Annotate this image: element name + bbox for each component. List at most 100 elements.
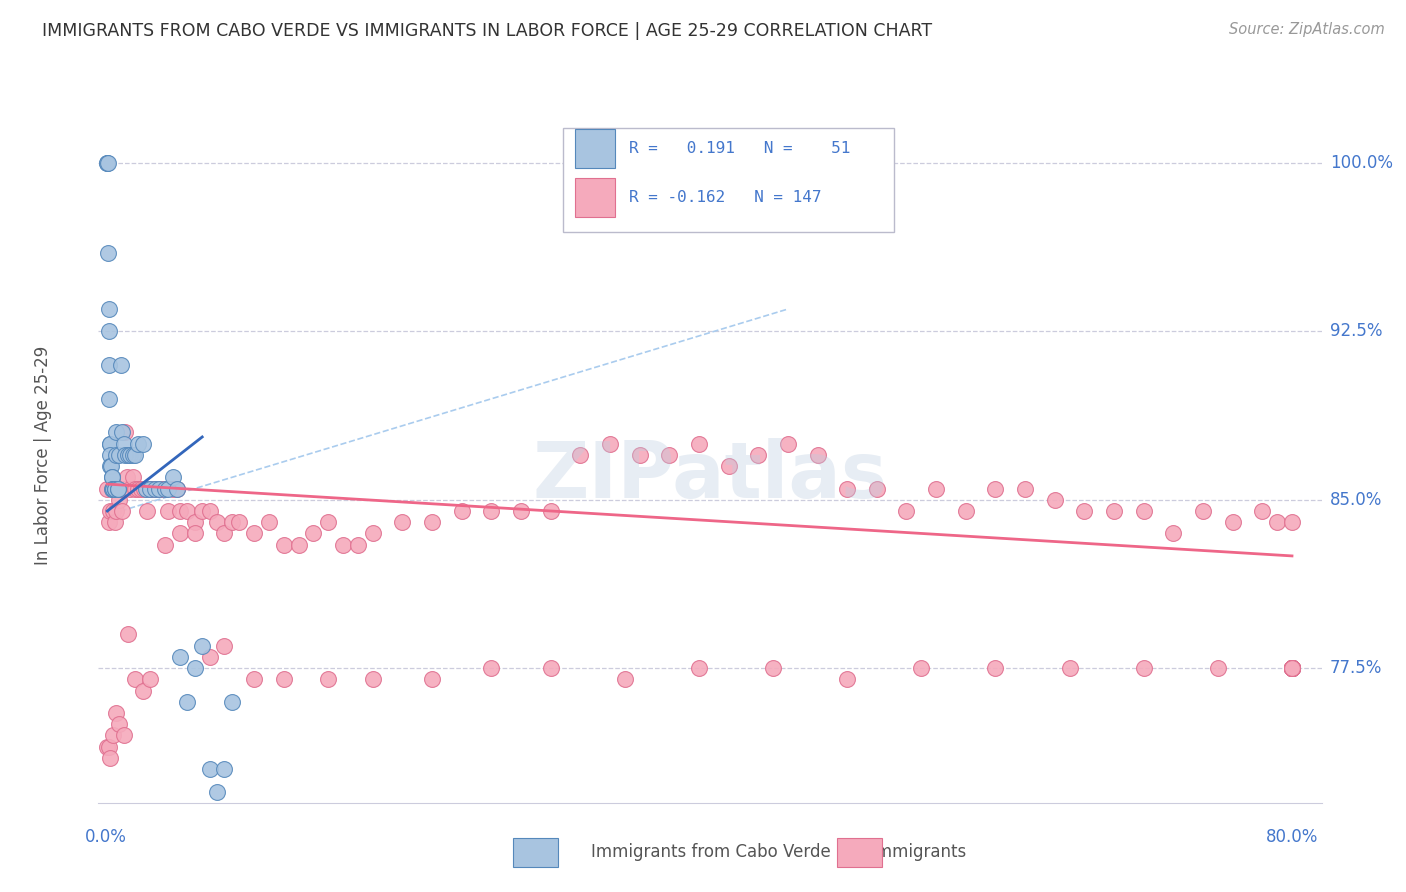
- Point: [108, 717, 131, 731]
- Point: [117, 448, 139, 462]
- Point: [1281, 661, 1303, 675]
- Point: [273, 673, 295, 687]
- Point: [1281, 661, 1303, 675]
- Point: [391, 515, 413, 529]
- Point: [910, 661, 932, 675]
- Point: [361, 526, 384, 541]
- Point: [124, 673, 146, 687]
- Point: [96, 739, 118, 754]
- FancyBboxPatch shape: [564, 128, 894, 232]
- Point: [984, 661, 1007, 675]
- Point: [1222, 515, 1244, 529]
- Point: [420, 673, 443, 687]
- Point: [688, 436, 710, 450]
- Point: [569, 448, 592, 462]
- Point: [110, 358, 132, 372]
- Point: [104, 482, 127, 496]
- Point: [1281, 661, 1303, 675]
- Point: [762, 661, 785, 675]
- Point: [243, 673, 266, 687]
- Point: [1281, 661, 1303, 675]
- Point: [105, 504, 128, 518]
- Point: [118, 482, 141, 496]
- Point: [103, 504, 125, 518]
- Point: [98, 436, 121, 450]
- Point: [103, 729, 125, 743]
- Point: [104, 515, 127, 529]
- Point: [1281, 661, 1303, 675]
- Point: [127, 436, 149, 450]
- Point: [107, 482, 129, 496]
- Point: [1281, 661, 1303, 675]
- Point: [184, 661, 207, 675]
- Point: [837, 482, 859, 496]
- Point: [1281, 661, 1303, 675]
- Point: [139, 482, 162, 496]
- Point: [361, 673, 384, 687]
- Point: [228, 515, 250, 529]
- Point: [153, 482, 176, 496]
- Text: 80.0%: 80.0%: [1265, 828, 1319, 846]
- Text: In Labor Force | Age 25-29: In Labor Force | Age 25-29: [34, 345, 52, 565]
- Point: [1281, 661, 1303, 675]
- Point: [866, 482, 889, 496]
- Point: [747, 448, 769, 462]
- Point: [1132, 504, 1154, 518]
- Point: [628, 448, 651, 462]
- Point: [205, 784, 228, 798]
- Point: [540, 661, 562, 675]
- Point: [1281, 661, 1303, 675]
- Point: [150, 482, 173, 496]
- Point: [347, 538, 370, 552]
- Point: [153, 538, 176, 552]
- Point: [121, 470, 143, 484]
- Point: [316, 673, 339, 687]
- Point: [132, 436, 155, 450]
- Point: [1281, 661, 1303, 675]
- Point: [114, 448, 136, 462]
- Point: [1281, 661, 1303, 675]
- Point: [98, 459, 121, 474]
- Point: [540, 504, 562, 518]
- Point: [114, 425, 136, 440]
- Point: [98, 392, 121, 406]
- Point: [1281, 661, 1303, 675]
- Point: [139, 482, 162, 496]
- Point: [131, 482, 153, 496]
- Point: [118, 448, 141, 462]
- Point: [98, 436, 121, 450]
- Point: [153, 482, 176, 496]
- Point: [1281, 661, 1303, 675]
- Point: [1281, 661, 1303, 675]
- Point: [1281, 661, 1303, 675]
- Point: [103, 482, 125, 496]
- Point: [107, 482, 129, 496]
- Point: [142, 482, 165, 496]
- Point: [1206, 661, 1229, 675]
- Text: R = -0.162   N = 147: R = -0.162 N = 147: [630, 190, 821, 205]
- Point: [1251, 504, 1274, 518]
- FancyBboxPatch shape: [575, 178, 614, 217]
- Point: [984, 482, 1007, 496]
- Point: [1281, 661, 1303, 675]
- Point: [184, 526, 207, 541]
- Point: [1281, 661, 1303, 675]
- Point: [98, 504, 121, 518]
- Point: [143, 482, 166, 496]
- Text: 0.0%: 0.0%: [84, 828, 127, 846]
- Point: [1281, 661, 1303, 675]
- Point: [157, 482, 180, 496]
- Point: [117, 627, 139, 641]
- Point: [176, 504, 198, 518]
- Text: R =   0.191   N =    51: R = 0.191 N = 51: [630, 141, 851, 156]
- Point: [896, 504, 918, 518]
- Point: [688, 661, 710, 675]
- Point: [198, 649, 221, 664]
- Point: [191, 639, 214, 653]
- Point: [97, 325, 120, 339]
- Point: [104, 482, 127, 496]
- Point: [302, 526, 325, 541]
- Point: [96, 156, 118, 170]
- Point: [1265, 515, 1288, 529]
- Point: [127, 482, 149, 496]
